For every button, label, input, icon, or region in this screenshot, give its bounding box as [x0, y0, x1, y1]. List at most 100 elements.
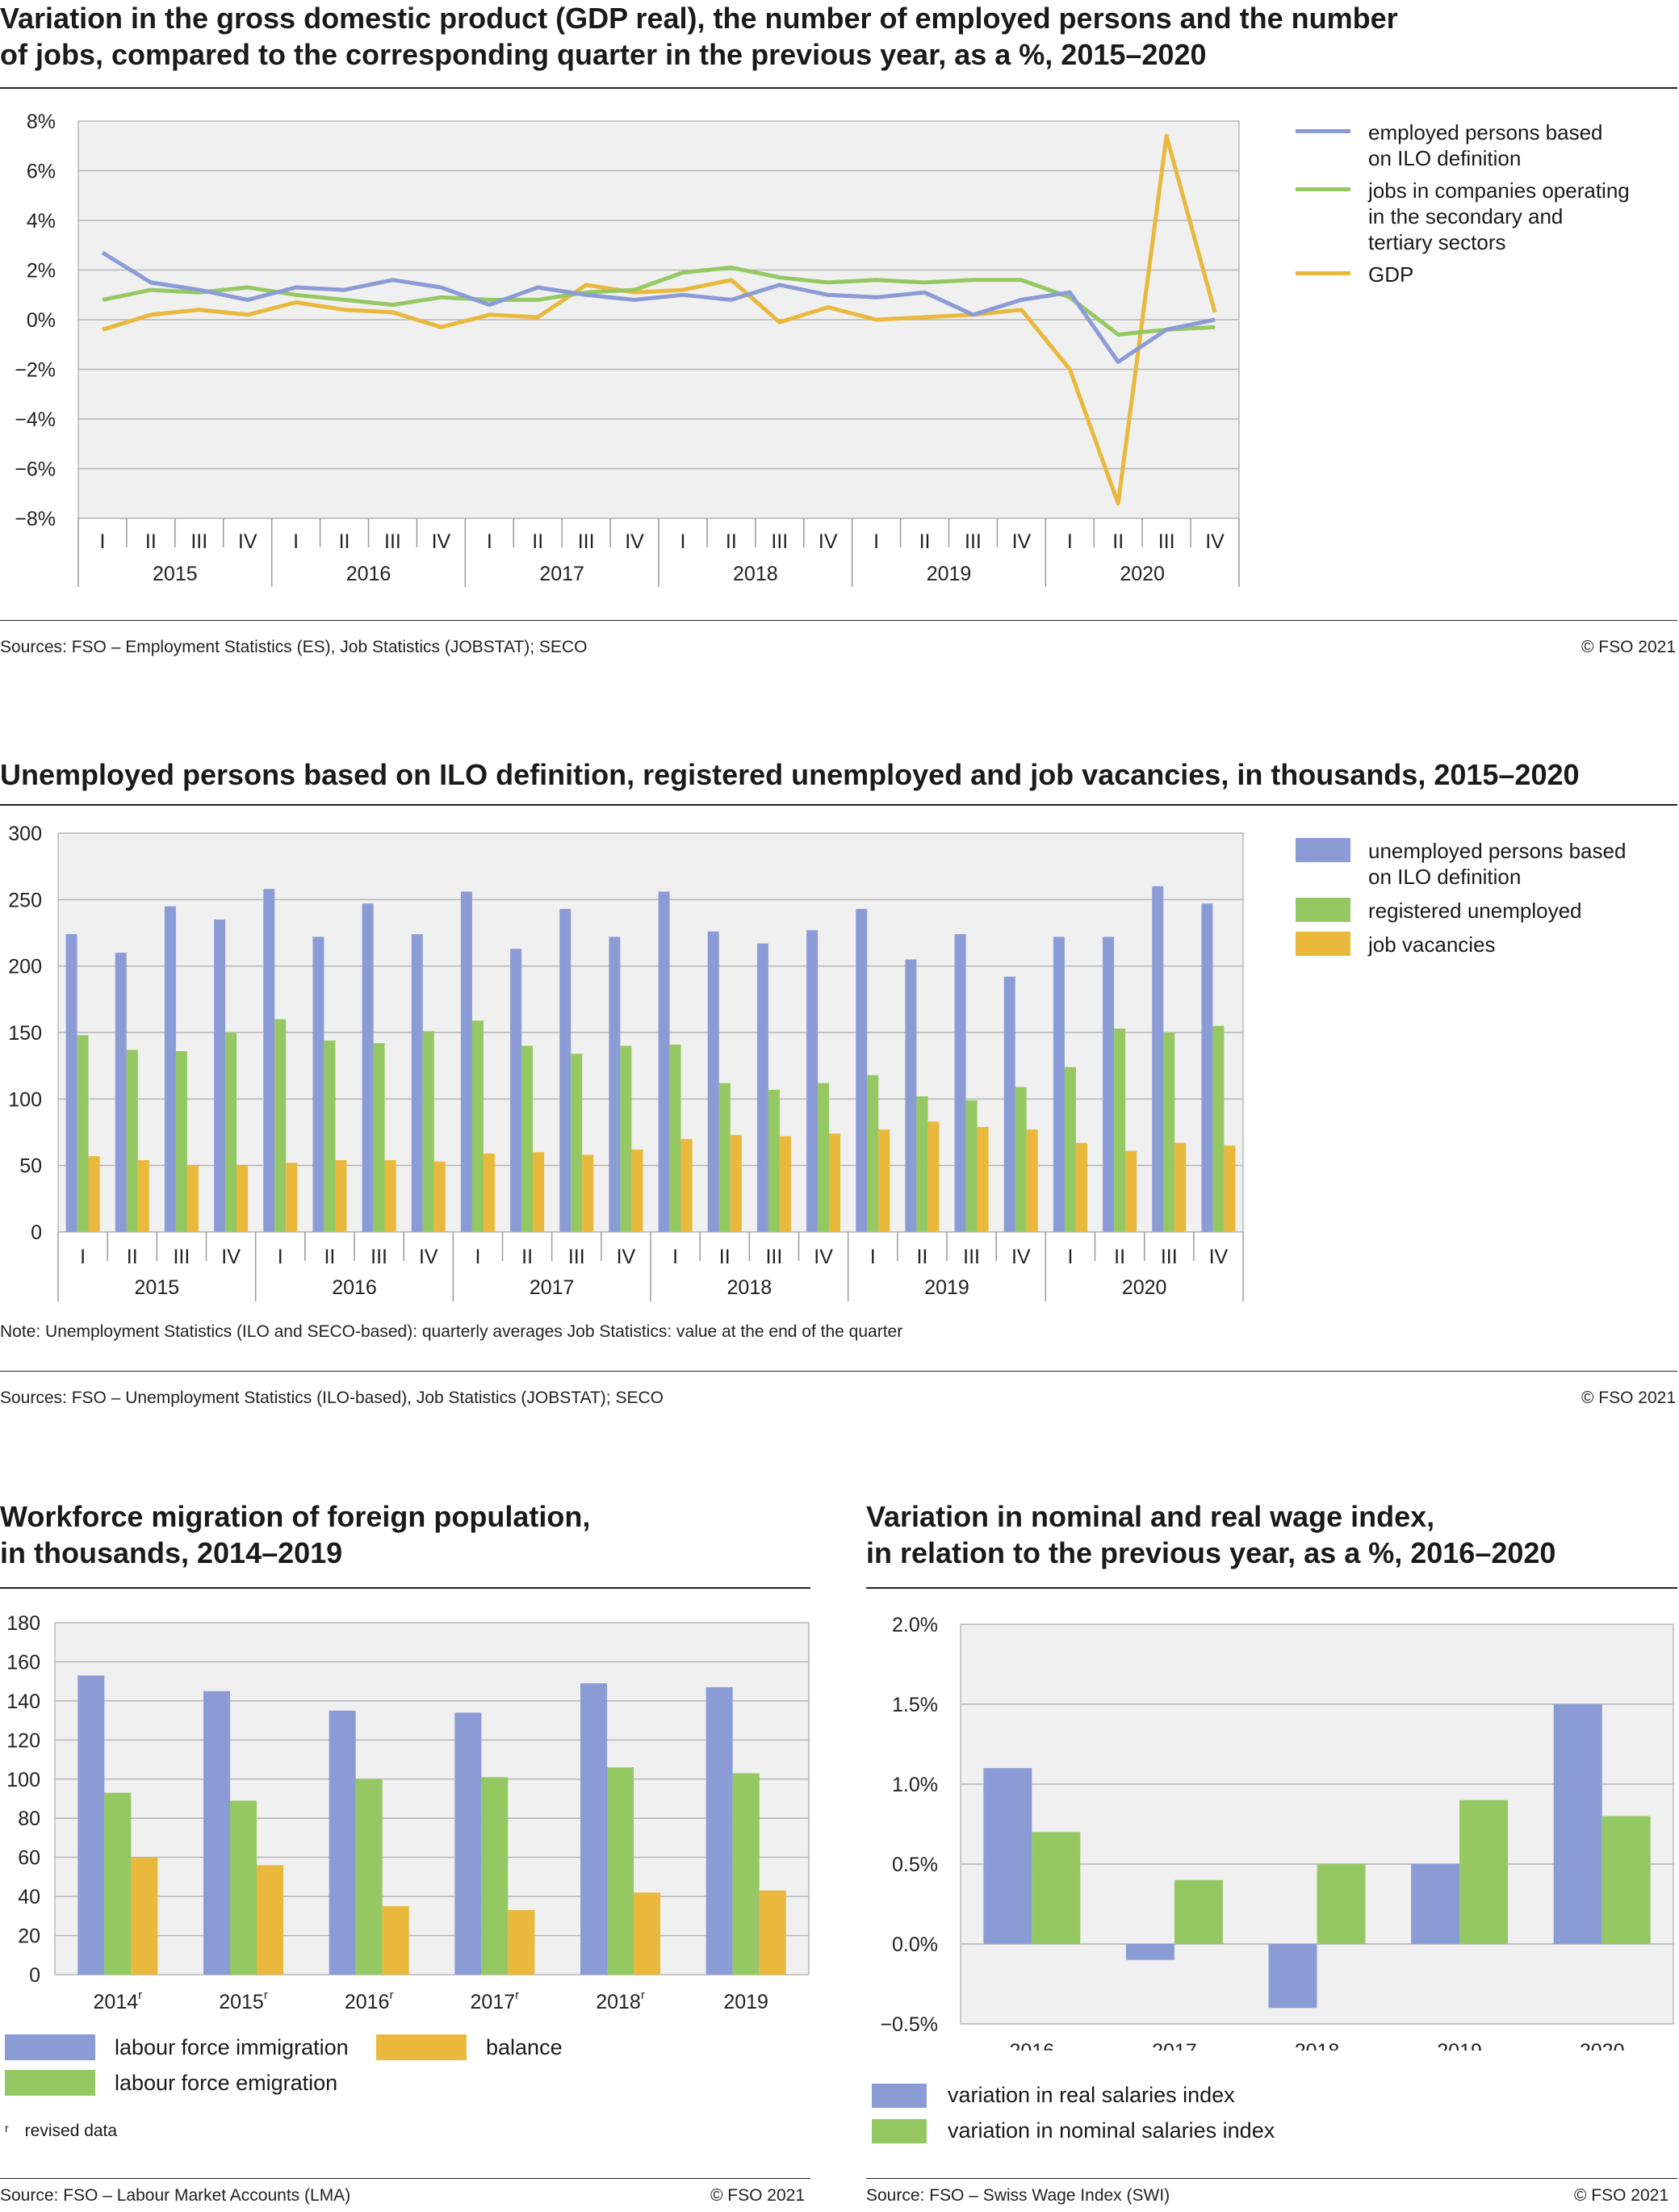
x-year-label: 2019 — [924, 1276, 969, 1299]
bar-0 — [460, 891, 472, 1232]
x-year-label: 2017 — [539, 563, 584, 585]
chart2-legend: unemployed persons based on ILO definiti… — [1296, 838, 1675, 957]
chart4-legend-item-real: variation in real salaries index — [872, 2083, 1235, 2108]
chart3-title-rule — [0, 1587, 810, 1589]
x-year-label: 2018 — [733, 563, 778, 585]
bar-2 — [680, 1138, 693, 1232]
chart1-title-rule — [0, 87, 1677, 89]
x-tick-label: I — [293, 530, 299, 553]
legend-swatch — [872, 2118, 927, 2143]
y-tick-label: 4% — [27, 210, 56, 233]
bar-1 — [620, 1045, 632, 1232]
bar-2 — [533, 1152, 545, 1232]
x-tick-label: III — [965, 530, 982, 553]
chart2-copyright: © FSO 2021 — [1581, 1389, 1676, 1407]
x-tick-label: 2020 — [1580, 2040, 1625, 2051]
bar-0 — [362, 903, 374, 1232]
bar-0 — [1201, 903, 1213, 1232]
bar-2 — [382, 1906, 409, 1975]
x-tick-label: II — [1114, 1246, 1125, 1268]
bar-1 — [1015, 1087, 1027, 1232]
x-tick-label: IV — [238, 530, 258, 553]
legend-swatch — [5, 2034, 95, 2060]
chart3-title: Workforce migration of foreign populatio… — [0, 1500, 591, 1569]
chart1-footer-rule — [0, 620, 1677, 621]
bar-2 — [137, 1160, 149, 1232]
legend-label: job vacancies — [1368, 932, 1496, 957]
bar-1 — [818, 1083, 830, 1232]
chart1-legend-item-employed: employed persons based on ILO definition — [1296, 119, 1675, 171]
x-tick-label: I — [672, 1246, 678, 1268]
x-tick-label: III — [765, 1246, 782, 1268]
y-tick-label: 2% — [27, 260, 56, 283]
footnote-marker: r — [5, 2122, 9, 2134]
x-tick-label: 2015r — [219, 1988, 268, 2013]
x-year-label: 2015 — [153, 563, 198, 585]
legend-label: variation in nominal salaries index — [948, 2118, 1275, 2143]
chart1-source: Sources: FSO – Employment Statistics (ES… — [0, 638, 588, 656]
bar-2 — [878, 1129, 890, 1232]
x-tick-label: IV — [1205, 530, 1225, 553]
bar-2 — [384, 1160, 396, 1232]
bar-1 — [867, 1075, 879, 1232]
bar-1 — [175, 1051, 187, 1232]
chart3-footnote: r revised data — [5, 2122, 117, 2141]
x-tick-label: III — [771, 530, 788, 553]
bar-1 — [1163, 1033, 1175, 1232]
bar-0 — [1053, 936, 1065, 1232]
x-tick-label: II — [719, 1246, 731, 1268]
y-tick-label: −8% — [15, 508, 56, 530]
bar-2 — [977, 1126, 989, 1232]
x-tick-label: II — [339, 530, 350, 553]
bar-0 — [329, 1711, 356, 1975]
y-tick-label: 1.0% — [892, 1774, 938, 1796]
bar-0 — [203, 1690, 230, 1975]
y-tick-label: 0.0% — [892, 1933, 938, 1956]
x-tick-label: IV — [221, 1246, 241, 1268]
series-line-1 — [102, 265, 1216, 337]
bar-1 — [471, 1020, 484, 1232]
bar-1 — [768, 1089, 780, 1232]
bar-0 — [1003, 976, 1015, 1232]
x-tick-label: IV — [1012, 530, 1032, 553]
bar-1 — [1032, 1832, 1081, 1944]
bar-1 — [355, 1778, 383, 1975]
x-year-label: 2015 — [135, 1276, 180, 1299]
chart2-source: Sources: FSO – Unemployment Statistics (… — [0, 1389, 664, 1407]
bar-0 — [77, 1675, 105, 1975]
bar-1 — [669, 1044, 681, 1232]
legend-swatch — [1296, 898, 1350, 922]
x-tick-label: III — [578, 530, 595, 553]
x-tick-label: II — [145, 530, 157, 553]
bar-0 — [983, 1768, 1032, 1944]
y-tick-label: 60 — [18, 1847, 40, 1870]
legend-label: jobs in companies operating in the secon… — [1368, 178, 1630, 254]
bar-1 — [481, 1777, 509, 1975]
x-tick-label: I — [873, 530, 879, 553]
x-year-label: 2020 — [1120, 563, 1165, 585]
bar-1 — [324, 1040, 336, 1232]
revised-marker: r — [138, 1988, 142, 2002]
chart2-legend-item-ilo: unemployed persons based on ILO definiti… — [1296, 838, 1675, 890]
legend-label: GDP — [1368, 262, 1414, 287]
bar-1 — [1174, 1879, 1223, 1944]
legend-label: registered unemployed — [1368, 899, 1582, 923]
chart2-footer-rule — [0, 1371, 1677, 1372]
x-year-label: 2016 — [346, 563, 391, 585]
y-tick-label: 0% — [27, 309, 56, 332]
bar-1 — [718, 1083, 731, 1232]
y-tick-label: 0 — [29, 1964, 40, 1987]
bar-1 — [1459, 1799, 1509, 1944]
x-tick-label: IV — [1011, 1246, 1031, 1268]
bar-1 — [225, 1033, 237, 1232]
bar-0 — [510, 949, 522, 1232]
y-tick-label: 150 — [8, 1022, 42, 1045]
y-tick-label: 100 — [6, 1769, 40, 1791]
y-tick-label: −0.5% — [880, 2013, 938, 2036]
bar-0 — [559, 908, 572, 1232]
y-tick-label: 120 — [6, 1729, 40, 1752]
revised-marker: r — [389, 1988, 393, 2002]
x-year-label: 2016 — [332, 1276, 377, 1299]
x-tick-label: I — [80, 1246, 86, 1268]
